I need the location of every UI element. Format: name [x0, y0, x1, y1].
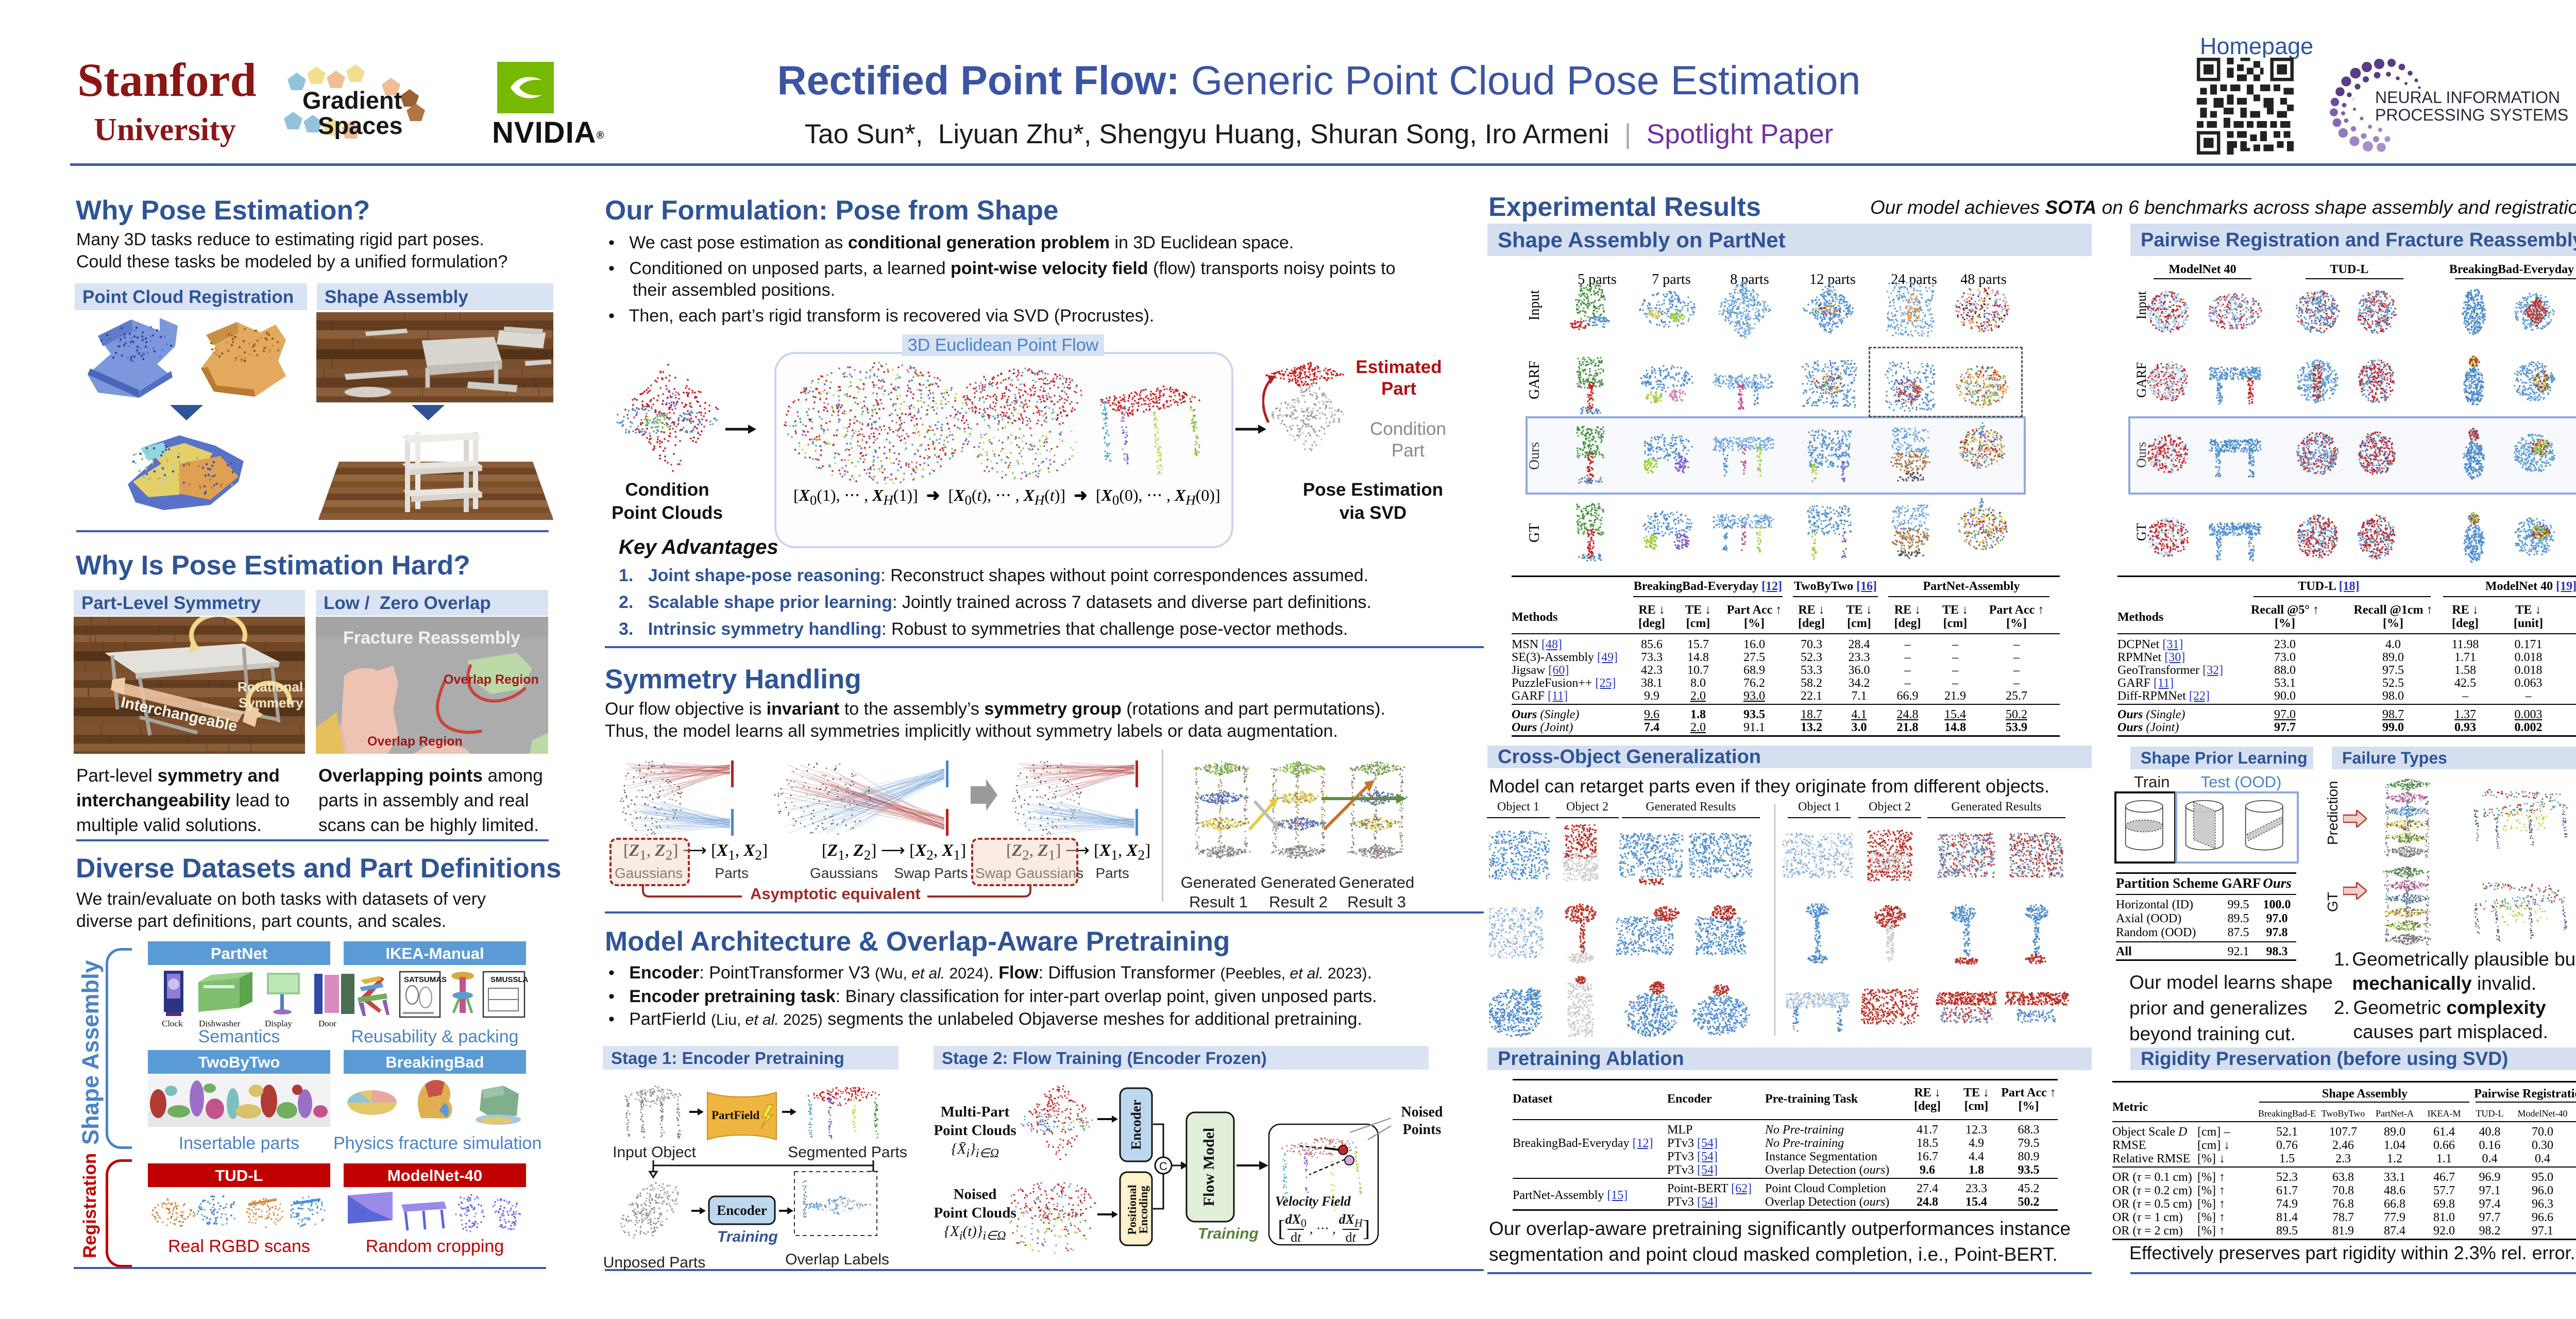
- svg-text:Encoder: Encoder: [1128, 1100, 1144, 1150]
- svg-text:Overlap Region: Overlap Region: [367, 734, 463, 749]
- svg-text:Clock: Clock: [162, 1019, 183, 1028]
- svg-text:Encoding: Encoding: [1137, 1186, 1150, 1234]
- svg-text:C: C: [1159, 1160, 1167, 1173]
- svg-text:Fracture Reassembly: Fracture Reassembly: [343, 628, 520, 648]
- svg-text:Velocity Field: Velocity Field: [1275, 1194, 1351, 1209]
- svg-text:Encoder: Encoder: [717, 1203, 767, 1218]
- svg-text:Overlap Region: Overlap Region: [444, 672, 539, 687]
- svg-text:Positional: Positional: [1126, 1185, 1139, 1235]
- svg-text:Display: Display: [265, 1019, 292, 1028]
- svg-text:Door: Door: [318, 1019, 336, 1028]
- svg-text:Symmetry: Symmetry: [239, 695, 303, 711]
- svg-text:Dishwasher: Dishwasher: [199, 1019, 241, 1028]
- svg-text:PartField: PartField: [711, 1109, 759, 1122]
- svg-text:Rotational: Rotational: [238, 679, 303, 695]
- svg-text:Flow Model: Flow Model: [1200, 1128, 1217, 1206]
- svg-text:SATSUMAS: SATSUMAS: [404, 975, 447, 984]
- svg-text:SMUSSLA: SMUSSLA: [490, 975, 528, 984]
